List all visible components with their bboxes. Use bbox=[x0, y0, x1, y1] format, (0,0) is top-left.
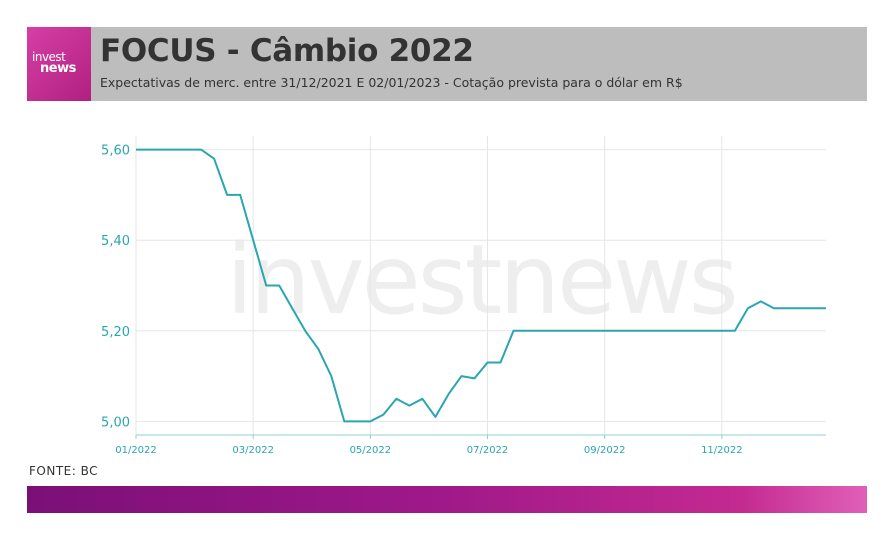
data-point bbox=[617, 330, 619, 332]
data-point bbox=[252, 239, 254, 241]
chart-title: FOCUS - Câmbio 2022 bbox=[100, 33, 474, 69]
header-banner: invest news FOCUS - Câmbio 2022 Expectat… bbox=[27, 27, 867, 101]
y-tick-label: 5,00 bbox=[101, 415, 130, 430]
data-point bbox=[382, 414, 384, 416]
data-point bbox=[812, 307, 814, 309]
chart-grid bbox=[135, 136, 826, 435]
data-point bbox=[604, 330, 606, 332]
data-point bbox=[356, 420, 358, 422]
investnews-logo: invest news bbox=[27, 27, 91, 101]
chart-axes: 5,00 5,20 5,40 5,60 01/2022 03/2022 05/2022 07/… bbox=[101, 144, 826, 456]
y-tick-label: 5,20 bbox=[101, 325, 130, 340]
footer-gradient-bar bbox=[27, 486, 867, 513]
data-point bbox=[695, 330, 697, 332]
data-point bbox=[395, 398, 397, 400]
data-point bbox=[239, 194, 241, 196]
data-point bbox=[825, 307, 827, 309]
data-point bbox=[187, 149, 189, 151]
data-point bbox=[578, 330, 580, 332]
data-point bbox=[760, 300, 762, 302]
data-point bbox=[148, 149, 150, 151]
logo-text-bottom: news bbox=[40, 61, 76, 76]
data-point bbox=[773, 307, 775, 309]
data-point bbox=[552, 330, 554, 332]
data-point bbox=[317, 348, 319, 350]
data-point bbox=[291, 307, 293, 309]
data-point bbox=[304, 330, 306, 332]
logo-text-top: invest bbox=[32, 50, 66, 64]
data-point bbox=[565, 330, 567, 332]
x-tick-label: 07/2022 bbox=[467, 445, 509, 456]
data-point bbox=[786, 307, 788, 309]
data-point bbox=[278, 285, 280, 287]
data-point bbox=[747, 307, 749, 309]
data-point bbox=[161, 149, 163, 151]
watermark-text: investnews bbox=[226, 224, 735, 336]
x-tick-label: 03/2022 bbox=[232, 445, 274, 456]
data-point bbox=[135, 149, 137, 151]
data-point bbox=[539, 330, 541, 332]
data-point bbox=[721, 330, 723, 332]
data-point bbox=[213, 158, 215, 160]
data-point bbox=[474, 377, 476, 379]
x-tick-label: 05/2022 bbox=[350, 445, 392, 456]
data-point bbox=[682, 330, 684, 332]
data-point bbox=[591, 330, 593, 332]
chart-line-layer bbox=[135, 148, 827, 423]
data-point bbox=[343, 420, 345, 422]
data-point bbox=[669, 330, 671, 332]
data-point bbox=[513, 330, 515, 332]
data-point bbox=[421, 398, 423, 400]
y-tick-label: 5,60 bbox=[101, 144, 130, 159]
data-point bbox=[330, 375, 332, 377]
x-tick-label: 01/2022 bbox=[115, 445, 157, 456]
data-point bbox=[408, 405, 410, 407]
data-point bbox=[643, 330, 645, 332]
data-point bbox=[265, 285, 267, 287]
data-point bbox=[369, 420, 371, 422]
data-point bbox=[630, 330, 632, 332]
data-point bbox=[200, 149, 202, 151]
data-point bbox=[174, 149, 176, 151]
data-point bbox=[461, 375, 463, 377]
x-tick-label: 11/2022 bbox=[701, 445, 743, 456]
y-tick-label: 5,40 bbox=[101, 234, 130, 249]
chart-subtitle: Expectativas de merc. entre 31/12/2021 E… bbox=[100, 75, 683, 90]
series-line bbox=[136, 148, 826, 423]
data-point bbox=[526, 330, 528, 332]
data-point bbox=[448, 393, 450, 395]
x-tick-label: 09/2022 bbox=[584, 445, 626, 456]
data-point bbox=[500, 362, 502, 364]
source-label: FONTE: BC bbox=[29, 464, 98, 478]
data-point bbox=[799, 307, 801, 309]
data-point bbox=[487, 362, 489, 364]
data-point bbox=[708, 330, 710, 332]
data-point bbox=[734, 330, 736, 332]
data-point bbox=[656, 330, 658, 332]
data-point bbox=[434, 416, 436, 418]
data-point bbox=[226, 194, 228, 196]
